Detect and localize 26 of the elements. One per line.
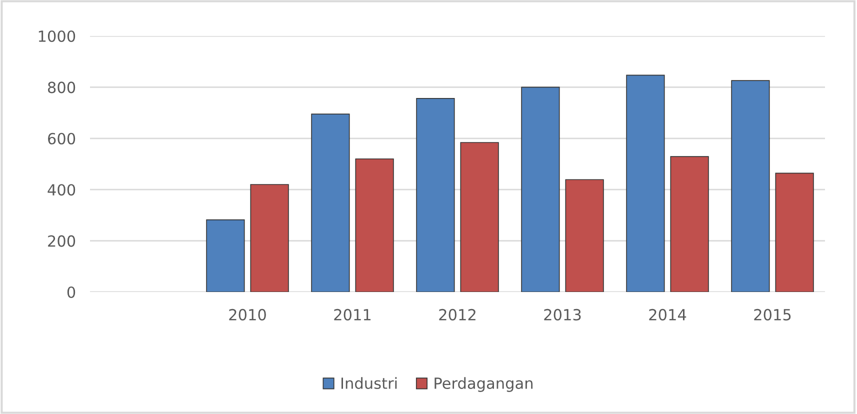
bar	[521, 86, 560, 292]
x-tick-label: 2013	[544, 308, 581, 320]
x-tick-label: 2015	[754, 308, 791, 320]
bar	[775, 172, 814, 292]
y-tick-label: 800	[48, 82, 76, 94]
legend-label: Perdagangan	[434, 377, 533, 392]
y-tick-label: 400	[48, 184, 76, 196]
legend-label: Industri	[342, 377, 397, 390]
y-tick-label: 200	[48, 235, 76, 247]
bar	[731, 80, 770, 292]
y-tick-label: 600	[48, 132, 76, 144]
bar	[670, 156, 709, 292]
bar	[460, 142, 499, 292]
x-tick-label: 2014	[649, 308, 686, 320]
y-tick-label: 1000	[38, 30, 76, 42]
bar	[206, 219, 245, 292]
bar	[416, 98, 455, 292]
bar	[626, 74, 665, 292]
x-tick-label: 2012	[439, 308, 476, 320]
bar	[311, 114, 350, 292]
y-tick-label: 0	[67, 286, 76, 298]
x-tick-label: 2010	[229, 308, 266, 320]
bar	[565, 179, 604, 292]
bar	[250, 184, 289, 292]
bar	[355, 158, 394, 292]
x-tick-label: 2011	[334, 308, 371, 320]
